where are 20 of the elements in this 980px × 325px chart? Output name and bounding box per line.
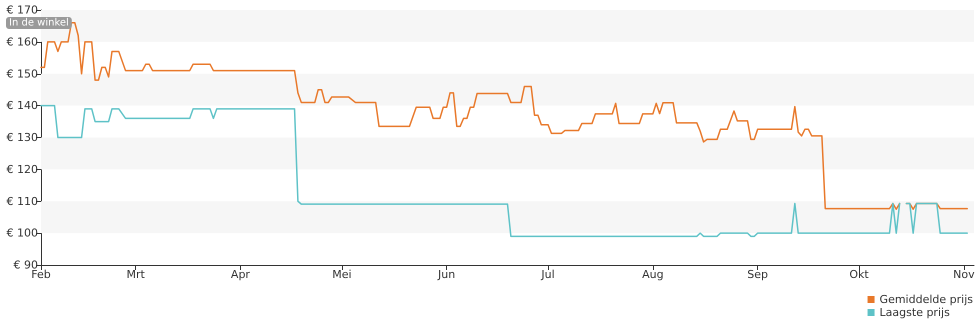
annotation: In de winkel — [9, 18, 69, 28]
legend-label: Gemiddelde prijs — [880, 293, 974, 306]
x-tick-label: Sep — [747, 268, 768, 281]
x-tick-label: Mei — [332, 268, 352, 281]
y-tick-label: € 130 — [6, 131, 38, 144]
x-tick-label: Jun — [437, 268, 456, 281]
y-tick-label: € 120 — [6, 162, 38, 176]
x-tick-label: Nov — [953, 268, 976, 281]
legend-label: Laagste prijs — [880, 306, 950, 319]
x-tick-label: Aug — [642, 268, 664, 281]
x-tick-label: Jul — [540, 268, 555, 281]
x-tick-label: Mrt — [126, 268, 146, 281]
y-tick-label: € 140 — [6, 99, 38, 112]
y-tick-label: € 100 — [6, 226, 38, 240]
y-tick-label: € 110 — [6, 194, 38, 208]
y-tick-label: € 150 — [6, 67, 38, 80]
y-tick-label: € 170 — [6, 4, 38, 16]
x-tick-label: Apr — [230, 268, 250, 281]
y-tick-label: € 160 — [6, 35, 38, 48]
x-tick-label: Okt — [849, 268, 870, 281]
